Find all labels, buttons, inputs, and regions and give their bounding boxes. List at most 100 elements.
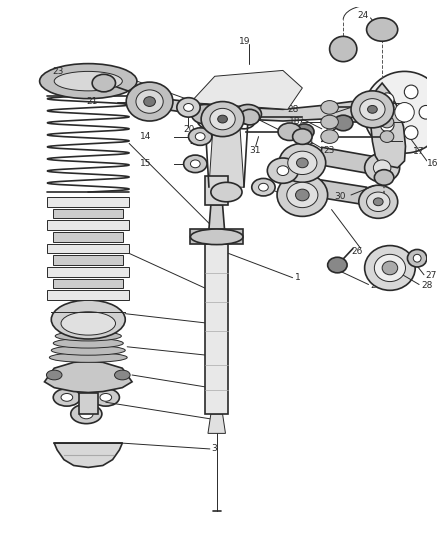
- Text: 21: 21: [87, 97, 98, 106]
- Ellipse shape: [404, 126, 418, 140]
- Text: 4: 4: [211, 414, 216, 423]
- Polygon shape: [47, 197, 129, 207]
- Text: 7: 7: [211, 319, 217, 328]
- Ellipse shape: [61, 393, 73, 401]
- Polygon shape: [45, 361, 132, 392]
- Ellipse shape: [92, 74, 116, 92]
- Ellipse shape: [191, 229, 243, 245]
- Ellipse shape: [351, 91, 394, 128]
- Ellipse shape: [293, 129, 312, 144]
- Ellipse shape: [184, 155, 207, 173]
- Ellipse shape: [413, 254, 421, 262]
- Ellipse shape: [252, 179, 275, 196]
- Ellipse shape: [295, 124, 314, 140]
- Ellipse shape: [39, 63, 137, 99]
- Polygon shape: [149, 96, 372, 121]
- Ellipse shape: [364, 153, 399, 182]
- Ellipse shape: [364, 246, 415, 290]
- Ellipse shape: [328, 257, 347, 273]
- Text: 18: 18: [289, 117, 300, 126]
- Text: 9: 9: [211, 220, 217, 229]
- Text: 22: 22: [189, 137, 200, 146]
- Ellipse shape: [288, 151, 317, 174]
- Polygon shape: [191, 229, 243, 244]
- Ellipse shape: [100, 393, 112, 401]
- Text: 8: 8: [211, 286, 217, 295]
- Text: 31: 31: [249, 146, 260, 155]
- Text: 12: 12: [304, 197, 316, 206]
- Ellipse shape: [287, 182, 318, 208]
- Polygon shape: [320, 147, 382, 175]
- Text: 19: 19: [239, 37, 251, 46]
- Polygon shape: [47, 290, 129, 300]
- Ellipse shape: [184, 103, 193, 111]
- Ellipse shape: [210, 108, 235, 130]
- Text: 30: 30: [335, 192, 346, 201]
- Polygon shape: [191, 70, 302, 109]
- Ellipse shape: [234, 104, 261, 124]
- Ellipse shape: [367, 18, 398, 41]
- Ellipse shape: [92, 389, 120, 406]
- Ellipse shape: [367, 106, 377, 113]
- Text: 14: 14: [140, 132, 152, 141]
- Text: 25: 25: [399, 114, 411, 123]
- Ellipse shape: [360, 99, 385, 120]
- Polygon shape: [208, 414, 226, 433]
- Text: 5: 5: [211, 383, 217, 392]
- Ellipse shape: [49, 353, 127, 362]
- Text: 28: 28: [421, 281, 432, 290]
- Text: 20: 20: [184, 125, 195, 134]
- Ellipse shape: [53, 338, 124, 348]
- Polygon shape: [205, 175, 228, 205]
- Ellipse shape: [115, 370, 130, 380]
- Ellipse shape: [211, 182, 242, 202]
- Polygon shape: [47, 244, 129, 253]
- Polygon shape: [205, 244, 228, 414]
- Polygon shape: [371, 83, 406, 168]
- Text: 24: 24: [357, 11, 368, 20]
- Ellipse shape: [364, 71, 438, 153]
- Ellipse shape: [51, 345, 125, 355]
- Ellipse shape: [380, 118, 394, 132]
- Text: 26: 26: [351, 247, 362, 256]
- Ellipse shape: [321, 101, 338, 114]
- Ellipse shape: [53, 389, 81, 406]
- Polygon shape: [316, 180, 367, 205]
- Ellipse shape: [359, 185, 398, 219]
- Text: 27: 27: [308, 177, 320, 186]
- Text: 1: 1: [295, 273, 300, 282]
- Ellipse shape: [395, 102, 414, 122]
- Ellipse shape: [374, 169, 394, 185]
- Ellipse shape: [71, 404, 102, 424]
- Text: 27: 27: [425, 271, 436, 280]
- Polygon shape: [54, 443, 122, 467]
- Ellipse shape: [321, 115, 338, 129]
- Ellipse shape: [240, 109, 260, 125]
- Ellipse shape: [218, 115, 227, 123]
- Ellipse shape: [191, 160, 200, 168]
- Ellipse shape: [382, 261, 398, 275]
- Ellipse shape: [54, 71, 122, 91]
- Ellipse shape: [297, 158, 308, 168]
- Ellipse shape: [329, 36, 357, 62]
- Text: 29: 29: [371, 281, 382, 290]
- Text: 6: 6: [211, 351, 217, 360]
- Ellipse shape: [177, 98, 200, 117]
- Polygon shape: [78, 392, 98, 414]
- Ellipse shape: [144, 96, 155, 107]
- Text: 3: 3: [211, 445, 217, 454]
- Text: 29: 29: [353, 101, 364, 110]
- Text: 15: 15: [140, 159, 152, 168]
- Text: 17: 17: [413, 147, 424, 156]
- Polygon shape: [209, 205, 225, 229]
- Ellipse shape: [277, 166, 289, 175]
- Ellipse shape: [267, 158, 298, 183]
- Ellipse shape: [195, 133, 205, 141]
- Text: 23: 23: [324, 146, 335, 155]
- Text: 16: 16: [427, 159, 438, 168]
- Text: 11: 11: [304, 137, 316, 146]
- Ellipse shape: [80, 409, 93, 419]
- Polygon shape: [53, 232, 124, 241]
- Text: 28: 28: [288, 105, 299, 114]
- Ellipse shape: [373, 198, 383, 206]
